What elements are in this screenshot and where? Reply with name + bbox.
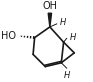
- Text: H: H: [64, 71, 70, 80]
- Text: HO: HO: [1, 31, 16, 41]
- Text: H: H: [60, 18, 66, 27]
- Polygon shape: [48, 13, 52, 27]
- Text: OH: OH: [42, 1, 57, 11]
- Text: H: H: [70, 33, 76, 42]
